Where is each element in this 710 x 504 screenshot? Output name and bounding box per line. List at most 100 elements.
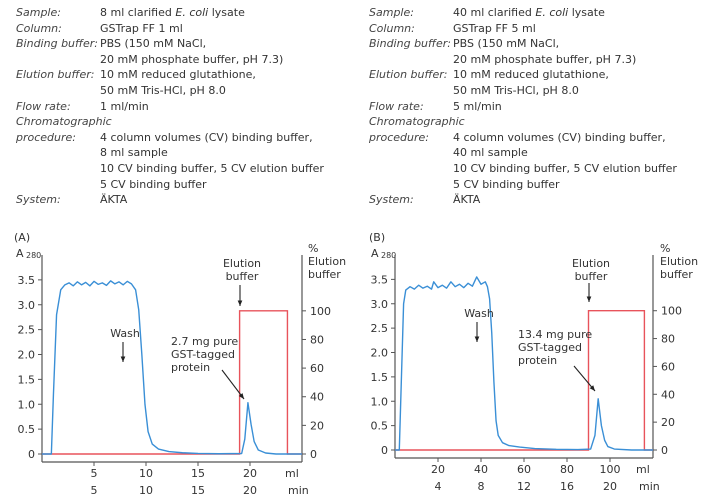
spec-value: 4 column volumes (CV) binding buffer, <box>453 130 666 144</box>
y2-tick-label: 80 <box>310 333 324 346</box>
spec-row: 8 ml sample <box>16 145 324 161</box>
spec-label: System: <box>16 193 61 207</box>
spec-row: Column: GSTrap FF 1 ml <box>16 21 324 37</box>
spec-value: 20 mM phosphate buffer, pH 7.3) <box>453 52 637 66</box>
y-tick-label: 3.5 <box>18 274 36 287</box>
y-tick-label: 0.5 <box>371 420 389 433</box>
x-axis-unit: ml <box>636 463 650 476</box>
wash-annotation: Wash <box>110 327 140 340</box>
wash-arrow-head <box>120 356 126 362</box>
x-tick-label: 100 <box>600 463 621 476</box>
spec-row: Sample: 8 ml clarified E. coli lysate <box>16 5 324 21</box>
x-tick-label: 20 <box>243 467 257 480</box>
spec-row: 50 mM Tris-HCl, pH 8.0 <box>369 83 677 99</box>
conditions-b: Sample: 40 ml clarified E. coli lysate Col… <box>369 5 677 208</box>
y2-tick-label: 20 <box>310 419 324 432</box>
spec-row: procedure: 4 column volumes (CV) binding … <box>16 130 324 146</box>
y2-tick-label: 0 <box>310 448 317 461</box>
x-tick-label: 5 <box>91 467 98 480</box>
y-tick-label: 2.0 <box>18 349 36 362</box>
spec-value: ÄKTA <box>453 193 481 207</box>
spec-label: Chromatographic <box>16 115 112 129</box>
y2-tick-label: 100 <box>310 305 331 318</box>
y-tick-label: 2.5 <box>18 324 36 337</box>
spec-label: Chromatographic <box>369 115 465 129</box>
spec-label: procedure: <box>16 130 77 144</box>
spec-row: 50 mM Tris-HCl, pH 8.0 <box>16 83 324 99</box>
spec-row: Chromatographic <box>16 114 324 130</box>
y2-tick-label: 60 <box>310 362 324 375</box>
x-tick-label: 60 <box>517 463 531 476</box>
spec-value: 1 ml/min <box>100 99 149 113</box>
x2-axis-unit: min <box>639 480 660 493</box>
elution-buffer-annotation: buffer <box>575 270 608 283</box>
spec-value: PBS (150 mM NaCl, <box>100 37 207 51</box>
wash-annotation: Wash <box>464 307 494 320</box>
spec-value: GSTrap FF 1 ml <box>100 21 183 35</box>
spec-row: 10 CV binding buffer, 5 CV elution buffe… <box>369 161 677 177</box>
absorbance-line <box>42 280 302 455</box>
spec-value: 10 mM reduced glutathione, <box>453 68 609 82</box>
absorbance-line <box>395 276 653 451</box>
spec-label: Elution buffer: <box>16 68 95 82</box>
spec-value: 5 CV binding buffer <box>100 177 207 191</box>
spec-label: Flow rate: <box>16 99 71 113</box>
protein-arrow-head <box>238 393 244 399</box>
spec-value: 10 mM reduced glutathione, <box>100 68 256 82</box>
spec-row: 20 mM phosphate buffer, pH 7.3) <box>369 52 677 68</box>
spec-row: Elution buffer: 10 mM reduced glutathione… <box>16 67 324 83</box>
x-tick-label: 10 <box>139 467 153 480</box>
spec-row: Flow rate: 5 ml/min <box>369 99 677 115</box>
spec-value: 50 mM Tris-HCl, pH 8.0 <box>453 83 579 97</box>
x2-tick-label: 10 <box>139 484 153 497</box>
panel-label: (B) <box>369 231 385 244</box>
protein-annotation: 13.4 mg pure <box>518 328 592 341</box>
spec-row: procedure: 4 column volumes (CV) binding … <box>369 130 677 146</box>
y2-tick-label: 0 <box>661 444 668 457</box>
y-tick-label: 0 <box>381 444 388 457</box>
spec-row: Binding buffer: PBS (150 mM NaCl, <box>369 36 677 52</box>
x2-tick-label: 8 <box>478 480 485 493</box>
spec-row: Chromatographic <box>369 114 677 130</box>
x2-tick-label: 15 <box>191 484 205 497</box>
y-tick-label: 3.0 <box>18 299 36 312</box>
spec-row: System: ÄKTA <box>369 192 677 208</box>
x-tick-label: 20 <box>431 463 445 476</box>
protein-arrow <box>221 369 245 400</box>
spec-row: 20 mM phosphate buffer, pH 7.3) <box>16 52 324 68</box>
x2-tick-label: 4 <box>435 480 442 493</box>
spec-row: Flow rate: 1 ml/min <box>16 99 324 115</box>
x2-tick-label: 12 <box>517 480 531 493</box>
spec-row: System: ÄKTA <box>16 192 324 208</box>
protein-annotation: 2.7 mg pure <box>171 335 238 348</box>
y-tick-label: 3.0 <box>371 298 389 311</box>
wash-arrow-head <box>474 336 480 342</box>
spec-row: 5 CV binding buffer <box>369 177 677 193</box>
y2-axis-label: Elution <box>660 255 698 268</box>
spec-value: PBS (150 mM NaCl, <box>453 37 560 51</box>
y-axis-label-sub: 280 <box>381 251 396 260</box>
spec-row: 5 CV binding buffer <box>16 177 324 193</box>
x2-axis-unit: min <box>288 484 309 497</box>
spec-value: ÄKTA <box>100 193 128 207</box>
spec-value: 10 CV binding buffer, 5 CV elution buffe… <box>453 161 677 175</box>
elution-buffer-line <box>42 310 302 455</box>
spec-value: 50 mM Tris-HCl, pH 8.0 <box>100 83 226 97</box>
y-tick-label: 1.0 <box>371 395 389 408</box>
spec-row: 40 ml sample <box>369 145 677 161</box>
spec-row: 10 CV binding buffer, 5 CV elution buffe… <box>16 161 324 177</box>
y2-axis-label: % <box>308 242 318 255</box>
y2-tick-label: 100 <box>661 305 682 318</box>
elution-buffer-annotation: Elution <box>223 257 261 270</box>
protein-arrow-head <box>589 385 595 391</box>
y-axis-label: A <box>16 247 24 260</box>
y2-axis-label: buffer <box>308 268 341 281</box>
spec-value: 8 ml clarified E. coli lysate <box>100 6 245 19</box>
spec-value: GSTrap FF 5 ml <box>453 21 536 35</box>
x2-tick-label: 20 <box>603 480 617 493</box>
y-tick-label: 2.5 <box>371 322 389 335</box>
y-tick-label: 1.5 <box>371 371 389 384</box>
spec-label: procedure: <box>369 130 430 144</box>
spec-row: Sample: 40 ml clarified E. coli lysate <box>369 5 677 21</box>
